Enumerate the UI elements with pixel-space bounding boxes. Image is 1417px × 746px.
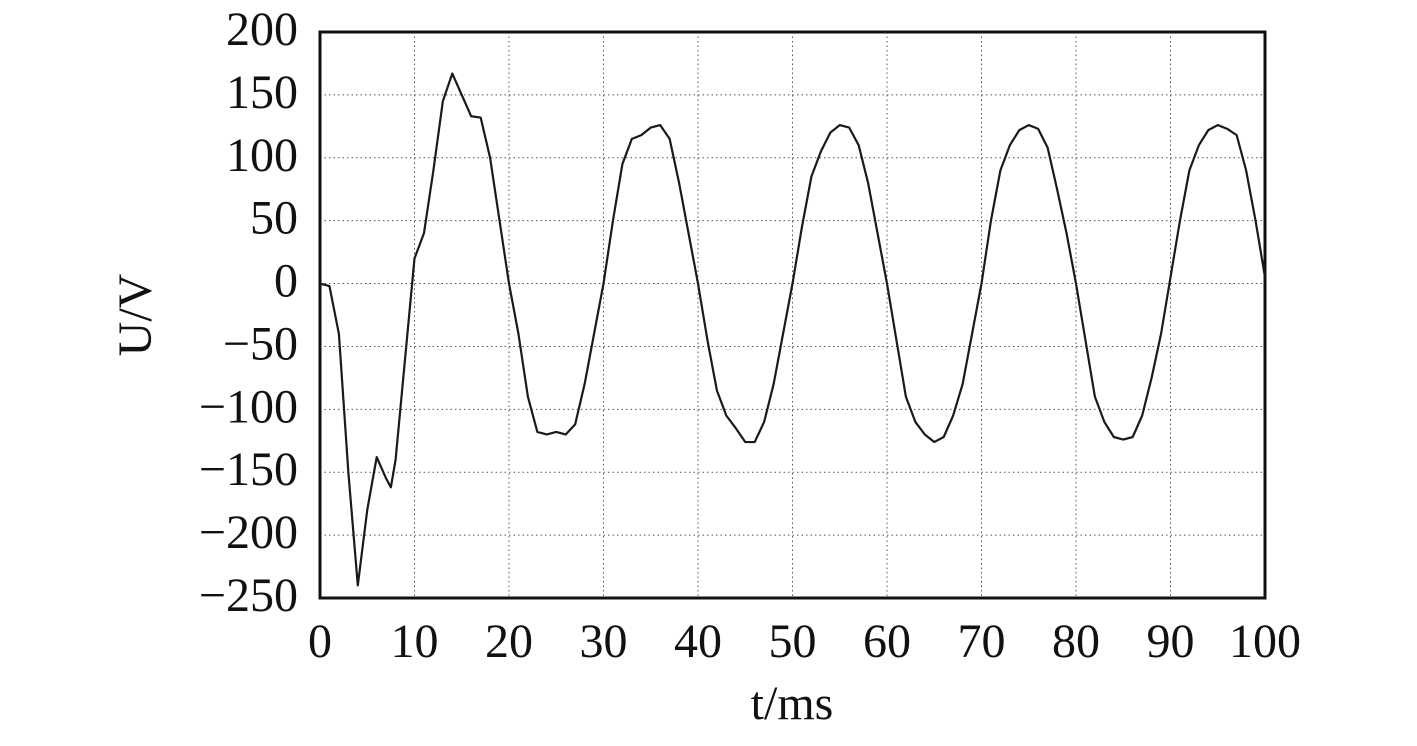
y-tick-label: −200 xyxy=(199,506,298,559)
y-tick-label: 150 xyxy=(226,66,298,119)
x-tick-label: 60 xyxy=(863,615,911,668)
x-tick-label: 90 xyxy=(1147,615,1195,668)
x-tick-label: 50 xyxy=(769,615,817,668)
x-tick-label: 80 xyxy=(1052,615,1100,668)
x-tick-label: 70 xyxy=(958,615,1006,668)
y-tick-label: −50 xyxy=(223,317,298,370)
y-tick-label: 200 xyxy=(226,3,298,56)
y-tick-label: −150 xyxy=(199,443,298,496)
x-tick-label: 10 xyxy=(391,615,439,668)
y-tick-label: 100 xyxy=(226,129,298,182)
y-tick-label: 50 xyxy=(250,192,298,245)
x-axis-label: t/ms xyxy=(751,677,834,730)
y-tick-label: −100 xyxy=(199,380,298,433)
x-tick-label: 30 xyxy=(580,615,628,668)
x-tick-label: 40 xyxy=(674,615,722,668)
plot-frame xyxy=(318,30,1267,600)
data-line xyxy=(319,72,1267,587)
x-tick-label: 100 xyxy=(1229,615,1301,668)
y-tick-label: −250 xyxy=(199,569,298,622)
x-tick-label: 0 xyxy=(308,615,332,668)
y-tick-label: 0 xyxy=(274,255,298,308)
y-axis-label: U/V xyxy=(109,273,162,356)
x-tick-label: 20 xyxy=(485,615,533,668)
